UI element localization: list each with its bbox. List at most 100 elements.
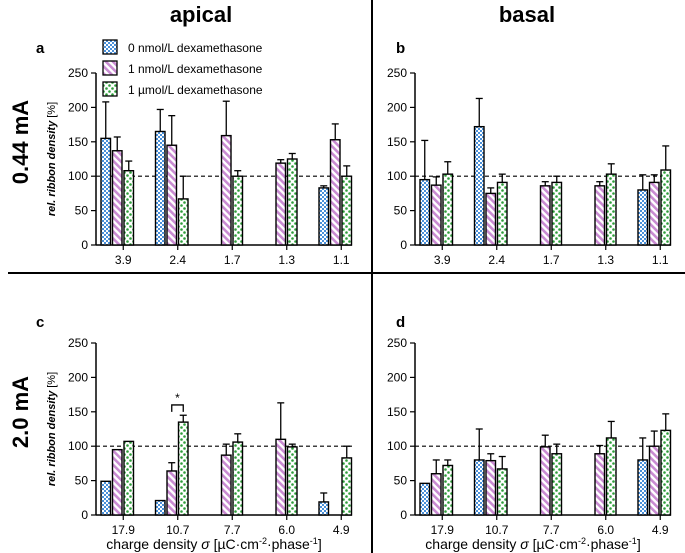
- y-tick-label-a: 100: [68, 169, 88, 183]
- panel-d: d 0 50 100 150 200 250 17.9 10.7 7.7 6.0 4.9 charge …: [387, 314, 672, 552]
- bar-b-1umol-3-9: [442, 173, 454, 246]
- significance-marker: *: [175, 391, 180, 405]
- x-tick-label-b: 1.7: [543, 253, 560, 267]
- panel-letter-c: c: [36, 314, 44, 331]
- bar-a-1nmol-1-3: [275, 162, 287, 246]
- x-tick-label-c: 7.7: [224, 523, 241, 537]
- y-tick-label-b: 100: [387, 169, 407, 183]
- x-tick-label-d: 6.0: [597, 523, 614, 537]
- y-tick-label-d: 250: [387, 336, 407, 350]
- y-tick-label-b: 150: [387, 135, 407, 149]
- y-tick-label-c: 0: [81, 508, 88, 522]
- panel-letter-a: a: [36, 40, 45, 57]
- bar-d-1nmol-17-9: [430, 473, 442, 516]
- bar-a-1nmol-2-4: [166, 144, 178, 246]
- bar-b-0nmol-3-9: [419, 178, 431, 246]
- bar-b-1nmol-1-1: [648, 181, 660, 246]
- bar-c-1umol-4-9: [341, 457, 353, 516]
- bar-d-0nmol-17-9: [419, 482, 431, 516]
- panel-b: b 0 50 100 150 200 250 3.9 2.4 1.7 1.3 1.1: [387, 40, 672, 267]
- y-tick-label-a: 250: [68, 66, 88, 80]
- bar-d-0nmol-10-7: [473, 459, 485, 516]
- y-tick-label-a: 50: [75, 204, 89, 218]
- bar-b-1umol-2-4: [496, 181, 508, 246]
- x-tick-label-b: 1.1: [652, 253, 669, 267]
- x-tick-label-b: 3.9: [434, 253, 451, 267]
- bar-a-0nmol-2-4: [154, 130, 166, 246]
- x-tick-label-a: 2.4: [169, 253, 186, 267]
- panel-letter-d: d: [396, 314, 405, 331]
- bar-b-0nmol-2-4: [473, 125, 485, 246]
- bar-b-1nmol-1-7: [539, 185, 551, 246]
- y-tick-label-d: 0: [400, 508, 407, 522]
- bar-d-1nmol-10-7: [485, 459, 497, 516]
- bar-d-1nmol-7-7: [539, 446, 551, 516]
- bar-a-1umol-1-3: [286, 158, 298, 246]
- x-tick-label-c: 17.9: [112, 523, 136, 537]
- significance-bracket: [171, 404, 184, 412]
- y-tick-label-a: 200: [68, 100, 88, 114]
- bar-c-1umol-17-9: [123, 440, 135, 516]
- y-tick-label-b: 50: [394, 204, 408, 218]
- bar-a-1nmol-1-7: [220, 134, 232, 246]
- x-tick-label-c: 4.9: [333, 523, 350, 537]
- bar-c-1umol-10-7: [177, 421, 189, 516]
- y-tick-label-b: 250: [387, 66, 407, 80]
- bar-d-1umol-6-0: [605, 437, 617, 516]
- legend-swatch-0nmol: [102, 39, 118, 55]
- bar-d-1nmol-4-9: [648, 445, 660, 516]
- row-title-2-0ma: 2.0 mA: [8, 376, 33, 448]
- bar-b-0nmol-1-1: [637, 189, 649, 246]
- column-title-apical: apical: [170, 2, 232, 27]
- legend-label-1nmol: 1 nmol/L dexamethasone: [128, 62, 263, 76]
- y-tick-label-b: 0: [400, 238, 407, 252]
- bar-a-1umol-2-4: [177, 198, 189, 246]
- bar-a-1umol-1-1: [341, 175, 353, 246]
- column-title-basal: basal: [499, 2, 555, 27]
- y-tick-label-c: 100: [68, 439, 88, 453]
- y-axis-label-c: rel. ribbon density [%]: [46, 372, 58, 486]
- y-tick-label-a: 0: [81, 238, 88, 252]
- y-tick-label-c: 200: [68, 370, 88, 384]
- bar-c-1nmol-17-9: [111, 448, 123, 516]
- bar-c-1nmol-10-7: [166, 470, 178, 516]
- bar-b-1umol-1-3: [605, 173, 617, 246]
- y-tick-label-d: 100: [387, 439, 407, 453]
- bar-c-0nmol-4-9: [318, 501, 330, 516]
- y-tick-label-a: 150: [68, 135, 88, 149]
- y-tick-label-d: 150: [387, 405, 407, 419]
- bar-a-0nmol-1-1: [318, 187, 330, 246]
- bar-a-0nmol-3-9: [100, 137, 112, 246]
- x-tick-label-d: 7.7: [543, 523, 560, 537]
- y-tick-label-d: 50: [394, 474, 408, 488]
- panel-letter-b: b: [396, 40, 405, 57]
- bar-c-1umol-6-0: [286, 446, 298, 516]
- bar-d-1umol-10-7: [496, 468, 508, 516]
- legend-label-1umol: 1 µmol/L dexamethasone: [128, 83, 263, 97]
- bar-a-1umol-1-7: [232, 175, 244, 246]
- x-tick-label-c: 6.0: [278, 523, 295, 537]
- bar-a-1umol-3-9: [123, 169, 135, 246]
- legend-swatch-1nmol: [102, 60, 118, 76]
- bar-d-1umol-4-9: [660, 429, 672, 516]
- x-tick-label-d: 10.7: [485, 523, 509, 537]
- x-tick-label-a: 3.9: [115, 253, 132, 267]
- x-tick-label-b: 2.4: [488, 253, 505, 267]
- x-tick-label-d: 4.9: [652, 523, 669, 537]
- x-tick-label-a: 1.7: [224, 253, 241, 267]
- bar-c-1umol-7-7: [232, 441, 244, 516]
- x-tick-label-c: 10.7: [166, 523, 190, 537]
- y-tick-label-c: 50: [75, 474, 89, 488]
- bar-d-1nmol-6-0: [594, 453, 606, 516]
- bar-d-1umol-17-9: [442, 464, 454, 516]
- x-tick-label-a: 1.3: [278, 253, 295, 267]
- y-tick-label-c: 150: [68, 405, 88, 419]
- bar-a-1nmol-1-1: [329, 139, 341, 246]
- legend: 0 nmol/L dexamethasone 1 nmol/L dexameth…: [102, 39, 263, 97]
- bar-b-1umol-1-7: [551, 181, 563, 246]
- row-title-0-44ma: 0.44 mA: [8, 100, 33, 184]
- y-tick-label-c: 250: [68, 336, 88, 350]
- bar-c-0nmol-17-9: [100, 480, 112, 516]
- y-tick-label-d: 200: [387, 370, 407, 384]
